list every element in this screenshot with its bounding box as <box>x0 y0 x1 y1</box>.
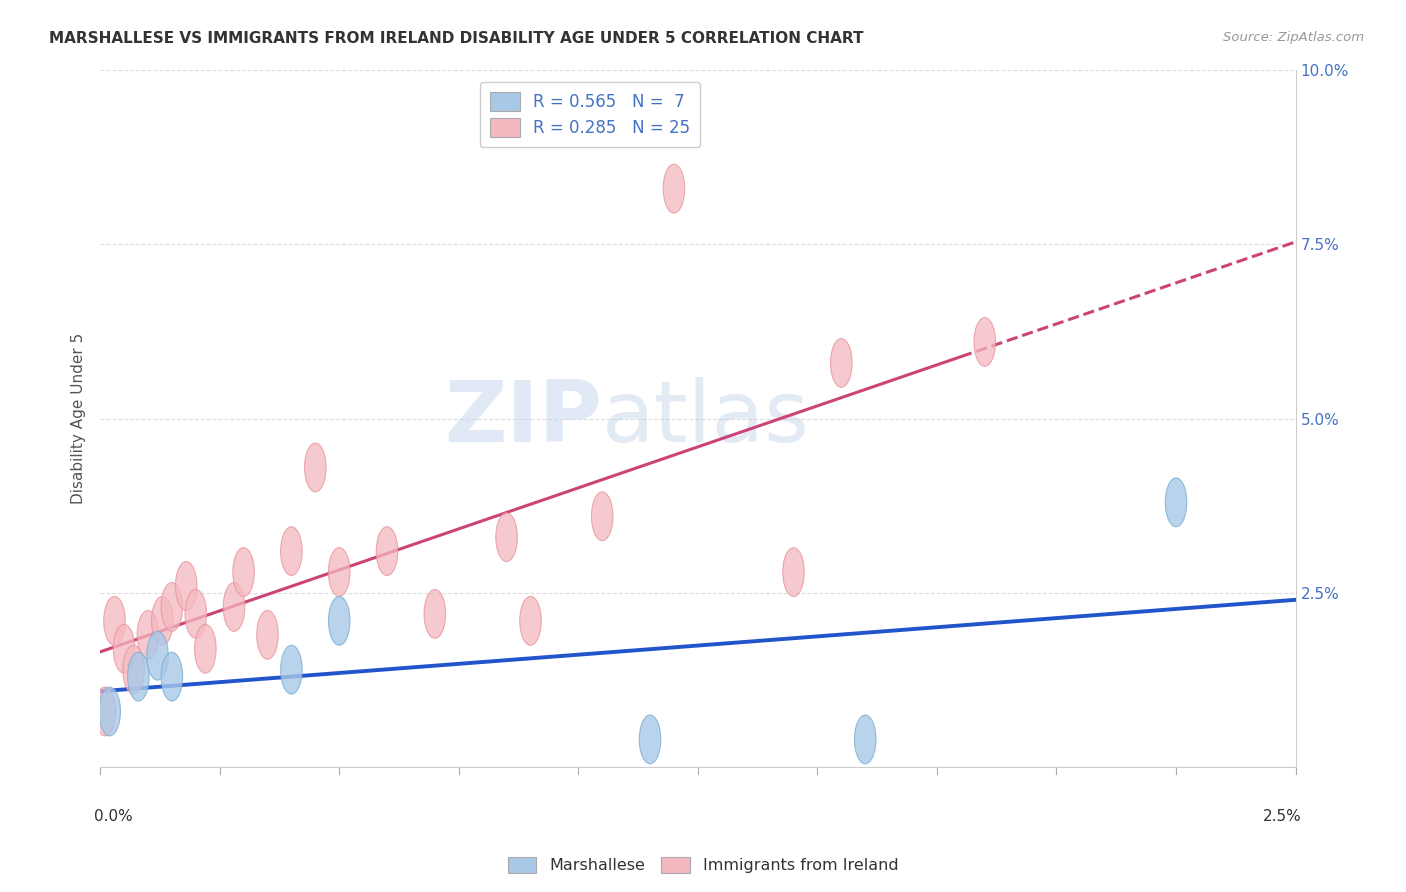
Legend: R = 0.565   N =  7, R = 0.285   N = 25: R = 0.565 N = 7, R = 0.285 N = 25 <box>479 82 700 147</box>
Text: atlas: atlas <box>602 377 810 460</box>
Text: Source: ZipAtlas.com: Source: ZipAtlas.com <box>1223 31 1364 45</box>
Text: 0.0%: 0.0% <box>94 809 134 824</box>
Text: ZIP: ZIP <box>444 377 602 460</box>
Text: 2.5%: 2.5% <box>1263 809 1302 824</box>
Text: MARSHALLESE VS IMMIGRANTS FROM IRELAND DISABILITY AGE UNDER 5 CORRELATION CHART: MARSHALLESE VS IMMIGRANTS FROM IRELAND D… <box>49 31 863 46</box>
Legend: Marshallese, Immigrants from Ireland: Marshallese, Immigrants from Ireland <box>502 850 904 880</box>
Y-axis label: Disability Age Under 5: Disability Age Under 5 <box>72 333 86 504</box>
